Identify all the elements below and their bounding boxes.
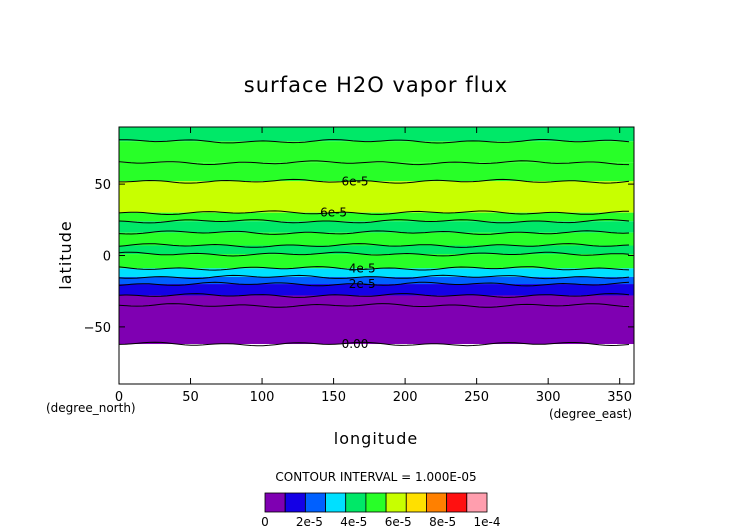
y-unit-label: (degree_north) <box>46 401 136 415</box>
contour-band <box>119 212 634 222</box>
contour-line <box>118 251 630 257</box>
y-axis: 50 0 −50 <box>84 178 634 336</box>
contour-band <box>119 284 634 296</box>
legend-swatch <box>405 492 427 513</box>
legend-tick-label: 1e-4 <box>474 515 501 529</box>
legend-tick-label: 6e-5 <box>385 515 412 529</box>
y-axis-label: latitude <box>56 220 75 289</box>
legend-swatch <box>264 492 286 513</box>
contour-line <box>118 274 630 280</box>
contour-band <box>119 276 634 285</box>
contour-lines <box>118 139 630 347</box>
contour-band <box>119 232 634 246</box>
legend-swatch <box>385 492 407 513</box>
contour-labels: 6e-5 6e-5 4e-5 2e-5 0.00 <box>320 174 376 351</box>
contour-band <box>119 162 634 182</box>
contour-line <box>118 281 630 287</box>
contour-line <box>118 230 630 235</box>
legend-tick-label: 0 <box>261 515 269 529</box>
x-tick-label: 350 <box>607 390 632 405</box>
contour-line <box>118 210 629 216</box>
contour-line <box>118 341 630 347</box>
contour-band <box>119 141 634 163</box>
contour-line <box>118 293 630 298</box>
contour-band <box>119 181 634 213</box>
contour-line <box>118 266 630 271</box>
legend-swatch <box>466 492 488 513</box>
x-axis: 0 50 100 150 200 250 300 350 <box>115 127 632 405</box>
x-tick-label: 100 <box>250 390 275 405</box>
y-tick-label: 0 <box>103 250 111 265</box>
legend-swatch <box>325 492 347 513</box>
x-tick-label: 250 <box>464 390 489 405</box>
legend-swatch <box>304 492 326 513</box>
contour-band <box>119 268 634 277</box>
chart-title: surface H2O vapor flux <box>244 73 508 97</box>
legend-swatch <box>284 492 306 513</box>
x-tick-label: 150 <box>321 390 346 405</box>
x-tick-label: 200 <box>393 390 418 405</box>
y-tick-label: −50 <box>84 321 111 336</box>
y-tick-label: 50 <box>94 178 111 193</box>
contour-band <box>119 221 634 233</box>
contour-band <box>119 127 634 142</box>
contour-interval-text: CONTOUR INTERVAL = 1.000E-05 <box>275 470 476 484</box>
legend-swatch <box>426 492 448 513</box>
legend-swatch <box>365 492 387 513</box>
contour-band <box>119 305 634 345</box>
contour-label: 6e-5 <box>342 174 369 188</box>
legend-tick-label: 2e-5 <box>296 515 323 529</box>
contour-line <box>118 160 630 166</box>
legend-tick-label: 8e-5 <box>429 515 456 529</box>
contour-line <box>118 139 630 144</box>
contour-line <box>118 219 630 224</box>
x-tick-label: 50 <box>182 390 199 405</box>
contour-label: 0.00 <box>342 337 369 351</box>
contour-band <box>119 254 634 269</box>
contour-label: 4e-5 <box>349 261 376 275</box>
contour-line <box>119 178 630 184</box>
color-legend: 0 2e-5 4e-5 6e-5 8e-5 1e-4 <box>261 492 501 529</box>
contour-bands <box>119 127 634 345</box>
legend-swatch <box>446 492 468 513</box>
x-tick-label: 300 <box>536 390 561 405</box>
contour-band <box>119 295 634 306</box>
contour-line <box>118 303 630 308</box>
contour-band <box>119 245 634 255</box>
x-axis-label: longitude <box>334 429 418 448</box>
x-unit-label: (degree_east) <box>549 407 632 421</box>
legend-tick-label: 4e-5 <box>340 515 367 529</box>
contour-label: 2e-5 <box>349 277 376 291</box>
contour-line <box>118 243 630 248</box>
x-tick-label: 0 <box>115 390 123 405</box>
legend-swatch <box>345 492 367 513</box>
contour-label: 6e-5 <box>320 206 347 220</box>
